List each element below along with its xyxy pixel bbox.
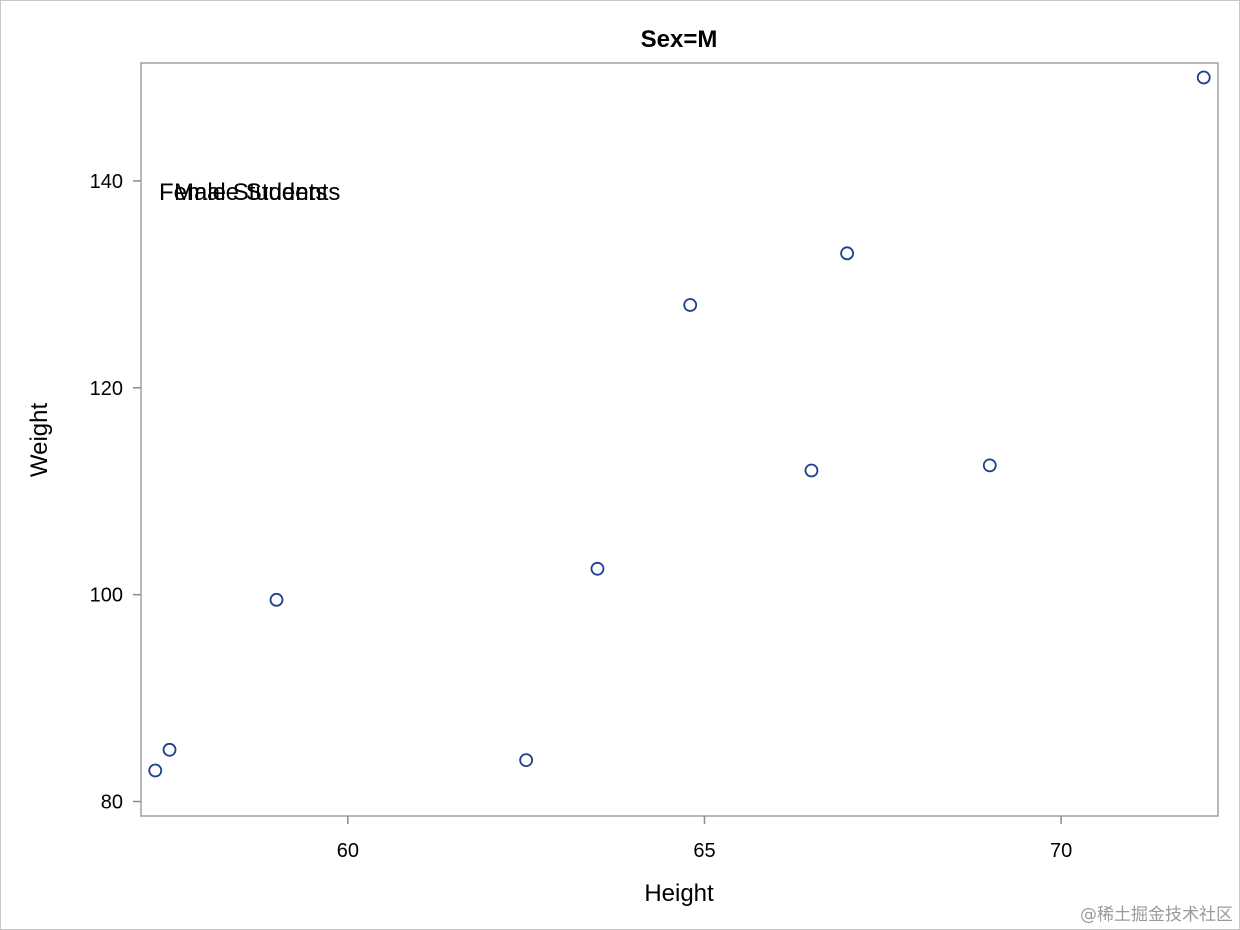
data-point bbox=[162, 742, 177, 757]
data-point bbox=[148, 763, 163, 778]
y-axis: 80 100 120 140 bbox=[90, 171, 141, 814]
data-point bbox=[590, 561, 605, 576]
data-point bbox=[1196, 70, 1211, 85]
y-tick-label: 100 bbox=[90, 585, 123, 607]
x-axis-label: Height bbox=[644, 880, 714, 907]
x-axis: 60 65 70 bbox=[337, 816, 1072, 862]
y-tick-label: 120 bbox=[90, 378, 123, 400]
y-axis-label: Weight bbox=[26, 403, 53, 478]
x-tick-label: 60 bbox=[337, 840, 359, 862]
watermark: @稀土掘金技术社区 bbox=[1080, 905, 1233, 925]
x-tick-label: 70 bbox=[1050, 840, 1072, 862]
data-point bbox=[519, 753, 534, 768]
data-point bbox=[269, 592, 284, 607]
annotation-female-students: Female Students bbox=[159, 179, 340, 206]
plot-area bbox=[140, 62, 1219, 817]
data-points bbox=[148, 70, 1211, 778]
data-point bbox=[683, 298, 698, 312]
annotation-male-students: Male Students bbox=[174, 179, 327, 206]
y-tick-label: 140 bbox=[90, 171, 123, 193]
data-point bbox=[840, 246, 855, 261]
data-point bbox=[982, 458, 997, 473]
chart-title: Sex=M bbox=[641, 26, 718, 53]
x-tick-label: 65 bbox=[693, 840, 715, 862]
data-point bbox=[804, 463, 819, 478]
y-tick-label: 80 bbox=[101, 792, 123, 814]
